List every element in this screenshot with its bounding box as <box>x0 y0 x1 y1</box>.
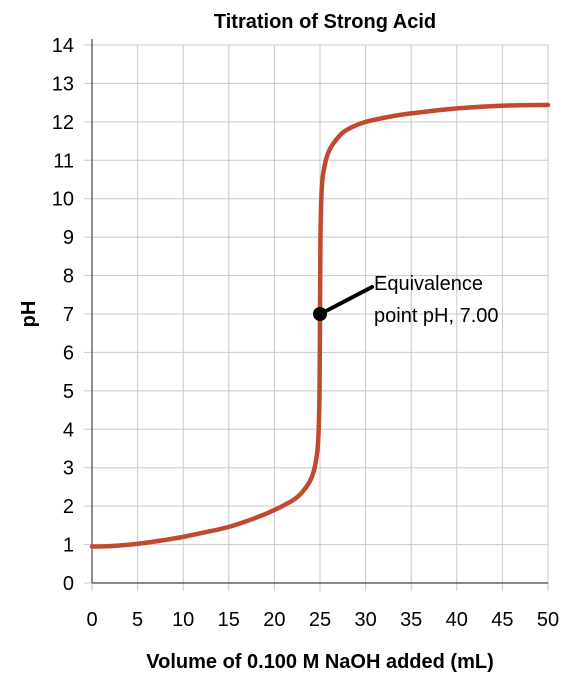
x-tick-label: 5 <box>132 609 143 631</box>
y-tick-label: 12 <box>52 112 74 134</box>
ph-curve <box>89 102 551 549</box>
x-tick-label: 25 <box>309 609 331 631</box>
y-tick-label: 3 <box>63 458 74 480</box>
axes <box>91 39 548 584</box>
y-tick-label: 8 <box>63 266 74 288</box>
y-tick-label: 6 <box>63 342 74 364</box>
chart-title: Titration of Strong Acid <box>214 11 436 33</box>
y-tick-label: 14 <box>52 35 74 57</box>
y-tick-label: 5 <box>63 381 74 403</box>
x-tick-label: 20 <box>263 609 285 631</box>
annotation-text: point pH, 7.00 <box>374 305 499 327</box>
y-tick-label: 0 <box>63 573 74 595</box>
x-tick-label: 15 <box>218 609 240 631</box>
y-tick-label: 1 <box>63 535 74 557</box>
x-tick-label: 45 <box>491 609 513 631</box>
y-tick-label: 4 <box>63 419 74 441</box>
y-tick-label: 2 <box>63 496 74 518</box>
y-tick-label: 9 <box>63 227 74 249</box>
x-tick-label: 50 <box>537 609 559 631</box>
equivalence-point-marker <box>313 307 327 321</box>
y-tick-label: 11 <box>53 150 74 172</box>
x-tick-label: 30 <box>354 609 376 631</box>
x-axis-label: Volume of 0.100 M NaOH added (mL) <box>146 651 493 673</box>
x-tick-label: 40 <box>446 609 468 631</box>
x-tick-label: 10 <box>172 609 194 631</box>
y-tick-label: 10 <box>52 189 74 211</box>
x-tick-label: 35 <box>400 609 422 631</box>
y-tick-label: 7 <box>63 304 74 326</box>
equivalence-annotation: Equivalence point pH, 7.00 <box>313 273 499 327</box>
annotation-leader-line <box>324 285 374 313</box>
y-axis-label: pH <box>18 301 40 328</box>
x-tick-label: 0 <box>86 609 97 631</box>
annotation-text: Equivalence <box>374 273 483 295</box>
x-tick-labels: 0 5 10 15 20 25 30 35 40 45 50 <box>86 609 559 631</box>
y-tick-label: 13 <box>52 73 74 95</box>
